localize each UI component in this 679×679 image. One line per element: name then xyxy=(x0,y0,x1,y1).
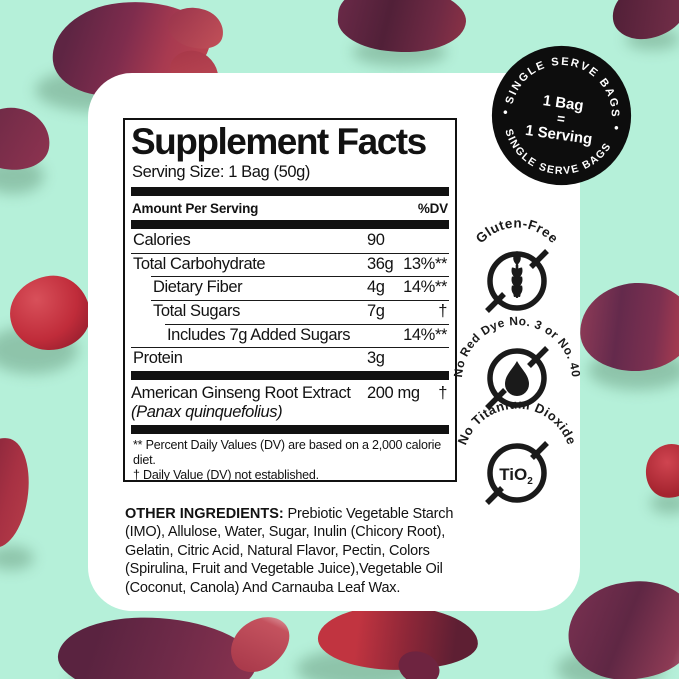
wheat-symbol xyxy=(508,251,526,300)
no-titanium-dioxide-icon: No Titanium Dioxide TiO2 xyxy=(454,396,579,505)
badge-circle xyxy=(491,45,632,186)
amount-per-serving-header: Amount Per Serving xyxy=(132,200,259,216)
table-row: Dietary Fiber 4g 14%** xyxy=(131,276,449,300)
divider-bar xyxy=(131,424,449,434)
badge-center-line1: 1 Bag xyxy=(542,92,585,115)
tio2-symbol: TiO2 xyxy=(499,465,533,487)
no-red-dye-icon: No Red Dye No. 3 or No. 40 xyxy=(451,314,583,410)
no-titanium-dioxide-arc-text: No Titanium Dioxide xyxy=(454,396,579,447)
svg-text:No Titanium Dioxide: No Titanium Dioxide xyxy=(454,396,579,447)
table-row: Includes 7g Added Sugars 14%** xyxy=(131,323,449,348)
gummy-shadow xyxy=(0,546,34,570)
gummy-candy xyxy=(642,440,679,502)
gummy-candy xyxy=(561,573,679,679)
table-row: Total Sugars 7g † xyxy=(131,299,449,324)
extract-row: American Ginseng Root Extract 200 mg † (… xyxy=(131,383,447,421)
badge-center-line2: = xyxy=(556,111,566,127)
droplet-symbol xyxy=(505,361,529,396)
dv-header: %DV xyxy=(417,200,448,216)
extract-latin-name: (Panax quinquefolius) xyxy=(131,402,283,421)
nutrition-rows: Calories 90 Total Carbohydrate 36g 13%**… xyxy=(131,229,449,371)
badge-separator-dot: • xyxy=(613,121,619,135)
table-row: Protein 3g xyxy=(131,347,449,371)
divider-bar xyxy=(131,370,449,380)
divider-bar xyxy=(131,186,449,196)
single-serve-badge: SINGLE SERVE BAGS SINGLE SERVE BAGS • • … xyxy=(491,45,632,186)
gummy-candy xyxy=(55,611,259,679)
supplement-facts-panel: Supplement Facts Serving Size: 1 Bag (50… xyxy=(123,118,457,482)
footnotes: ** Percent Daily Values (DV) are based o… xyxy=(133,437,441,482)
gluten-free-icon: Gluten-Free xyxy=(473,215,562,313)
badge-separator-dot: • xyxy=(502,105,508,119)
gluten-free-arc-text: Gluten-Free xyxy=(473,215,561,246)
panel-title: Supplement Facts xyxy=(131,121,427,162)
other-ingredients: OTHER INGREDIENTS: Prebiotic Vegetable S… xyxy=(125,505,454,596)
table-row: Calories 90 xyxy=(133,230,385,249)
svg-text:Gluten-Free: Gluten-Free xyxy=(473,215,562,246)
table-row: Total Carbohydrate 36g 13%** xyxy=(131,252,449,277)
serving-size: Serving Size: 1 Bag (50g) xyxy=(132,162,311,181)
gummy-candy xyxy=(0,435,34,551)
divider-bar xyxy=(131,219,449,229)
gummy-candy xyxy=(0,102,55,176)
